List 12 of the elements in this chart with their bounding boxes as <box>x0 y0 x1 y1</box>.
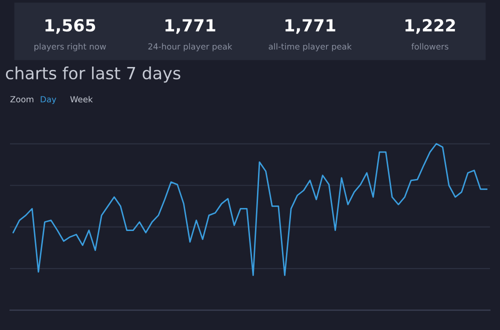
text: followers <box>411 43 448 50</box>
text: 24-hour player peak <box>148 43 232 52</box>
text: Zoom <box>10 96 34 102</box>
text: 1,565 <box>46 18 96 34</box>
text: 1,771 <box>286 19 336 34</box>
text: Week <box>70 96 93 102</box>
text: Day <box>40 96 56 104</box>
text: 1,771 <box>166 19 216 34</box>
text: players right now <box>34 43 106 52</box>
text: 1,222 <box>406 18 455 34</box>
text: all-time player peak <box>268 43 352 52</box>
chart-title: charts for last 7 days <box>6 66 180 83</box>
